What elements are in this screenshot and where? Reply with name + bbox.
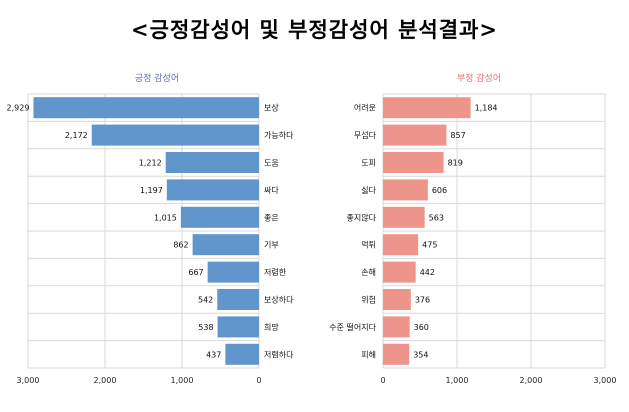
data-label: 437 xyxy=(206,350,221,359)
x-tick-label: 3,000 xyxy=(17,376,40,385)
category-label: 싫다 xyxy=(361,185,376,195)
bar xyxy=(383,97,471,119)
negative-chart: 부정 감성어 0 1,000 2,000 3,000 1,184 어려운 857 무섭다 819 도… xyxy=(329,72,616,385)
data-label: 442 xyxy=(420,268,435,277)
category-label: 저렴한 xyxy=(264,268,287,277)
bar xyxy=(91,124,259,146)
bar xyxy=(207,261,259,283)
category-label: 위험 xyxy=(361,296,376,305)
bar xyxy=(383,206,425,228)
bar xyxy=(165,152,259,173)
bar xyxy=(180,206,259,228)
x-tick-label: 3,000 xyxy=(594,376,617,385)
bar xyxy=(33,97,260,119)
data-label: 376 xyxy=(415,296,430,305)
category-label: 좋지않다 xyxy=(347,213,377,222)
category-label: 수준 떨어지다 xyxy=(329,322,376,332)
data-label: 2,172 xyxy=(65,131,88,140)
category-label: 보상하다 xyxy=(264,295,294,305)
x-tick-label: 0 xyxy=(380,376,385,385)
x-tick-label: 0 xyxy=(256,376,261,385)
bar xyxy=(383,124,447,146)
x-tick-label: 1,000 xyxy=(171,376,194,385)
category-label: 도움 xyxy=(264,159,279,168)
category-label: 희망 xyxy=(264,322,279,332)
bar xyxy=(217,316,259,338)
chart-title: 부정 감성어 xyxy=(457,72,501,84)
data-label: 563 xyxy=(429,213,444,222)
bar xyxy=(383,316,410,338)
bar xyxy=(383,261,416,283)
data-label: 606 xyxy=(432,186,447,195)
data-label: 475 xyxy=(422,241,437,250)
bar xyxy=(383,179,428,201)
bar xyxy=(383,234,419,256)
data-label: 2,929 xyxy=(7,104,30,113)
category-label: 좋은 xyxy=(264,213,279,222)
category-label: 가능하다 xyxy=(264,130,294,140)
category-label: 어려운 xyxy=(354,103,376,113)
bar xyxy=(166,179,259,201)
bar xyxy=(383,152,444,173)
positive-chart: 긍정 감성어 3,000 2,000 1,000 0 2,929 보상 2,172 가능하다 1,… xyxy=(7,72,295,385)
bar xyxy=(217,289,259,310)
category-label: 손해 xyxy=(361,267,376,277)
data-label: 354 xyxy=(413,350,428,359)
bar xyxy=(225,343,259,365)
category-label: 저렴하다 xyxy=(264,349,294,359)
x-tick-label: 2,000 xyxy=(94,376,117,385)
data-label: 667 xyxy=(188,268,203,277)
data-label: 538 xyxy=(198,323,213,332)
bar xyxy=(383,289,411,310)
data-label: 542 xyxy=(198,296,213,305)
data-label: 819 xyxy=(448,159,463,168)
data-label: 1,212 xyxy=(139,159,162,168)
data-label: 1,184 xyxy=(475,104,498,113)
data-label: 1,015 xyxy=(154,213,177,222)
data-label: 360 xyxy=(414,323,429,332)
data-label: 862 xyxy=(173,241,188,250)
category-label: 싸다 xyxy=(264,185,279,195)
x-tick-label: 1,000 xyxy=(446,376,469,385)
page-title: <긍정감성어 및 부정감성어 분석결과> xyxy=(131,17,498,42)
category-label: 기부 xyxy=(264,241,279,250)
category-label: 도피 xyxy=(361,159,376,168)
chart-title: 긍정 감성어 xyxy=(135,72,179,84)
bar xyxy=(383,343,410,365)
bar xyxy=(192,234,259,256)
x-tick-label: 2,000 xyxy=(520,376,543,385)
category-label: 보상 xyxy=(264,103,279,113)
category-label: 먹튀 xyxy=(361,240,376,250)
category-label: 피해 xyxy=(361,349,376,359)
data-label: 857 xyxy=(450,131,465,140)
category-label: 무섭다 xyxy=(354,130,377,140)
data-label: 1,197 xyxy=(140,186,163,195)
